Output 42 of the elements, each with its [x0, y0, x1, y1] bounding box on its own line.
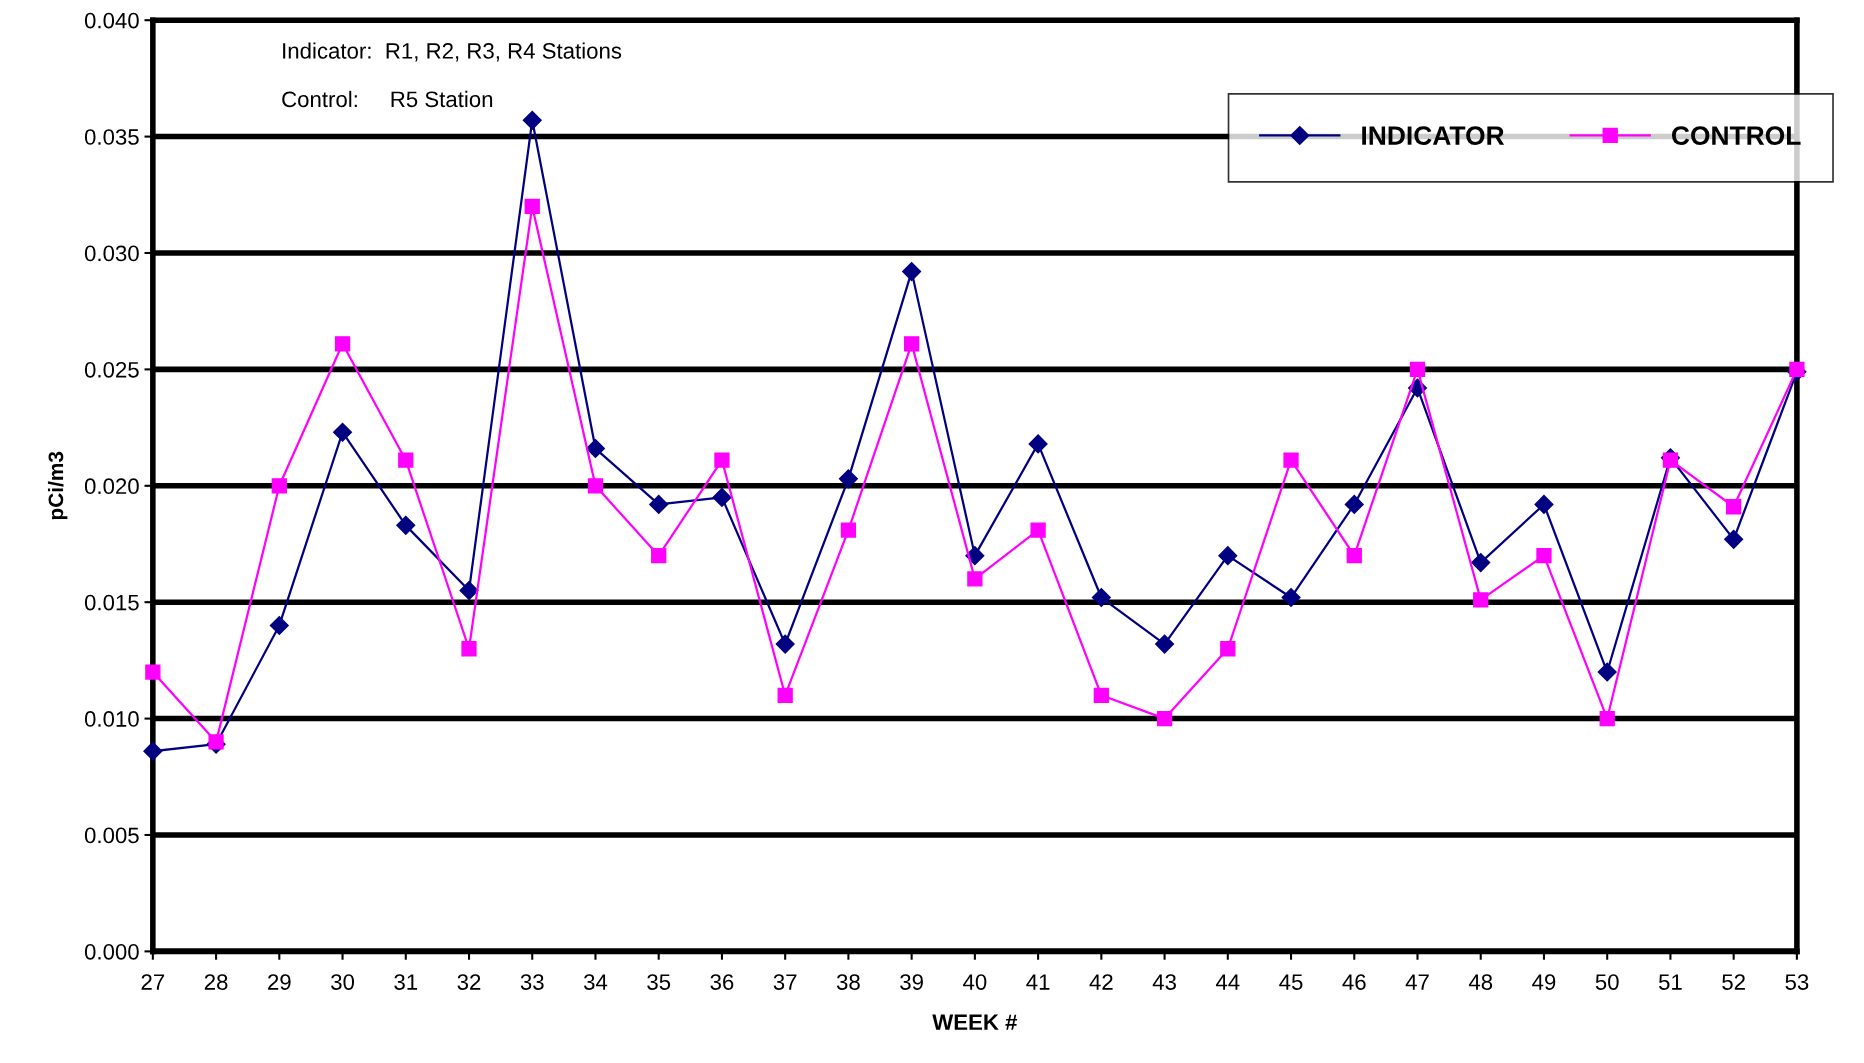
- x-tick-label: 39: [900, 974, 923, 990]
- y-tick-label: 0.025: [84, 361, 139, 378]
- x-tick-label: 44: [1215, 974, 1240, 990]
- x-axis-title: WEEK #: [932, 1014, 1018, 1030]
- y-axis-title: pCi/m3: [47, 451, 68, 520]
- x-tick-label: 46: [1342, 974, 1366, 990]
- annotation: Control: R5 Station: [282, 90, 493, 108]
- x-tick-label: 45: [1279, 974, 1303, 990]
- x-tick-label: 33: [520, 974, 544, 990]
- legend-label: INDICATOR: [1362, 126, 1505, 145]
- x-tick-label: 41: [1026, 974, 1050, 990]
- x-tick-label: 31: [394, 974, 418, 990]
- x-tick-label: 43: [1152, 974, 1176, 990]
- x-tick-label: 53: [1785, 974, 1809, 990]
- y-tick-label: 0.000: [84, 943, 139, 960]
- x-tick-label: 52: [1722, 974, 1745, 990]
- x-tick-label: 42: [1089, 974, 1113, 990]
- x-tick-label: 47: [1405, 974, 1429, 990]
- legend-label: CONTROL: [1671, 126, 1801, 145]
- x-tick-label: 29: [268, 974, 291, 990]
- x-tick-label: 38: [836, 974, 860, 990]
- x-tick-label: 30: [331, 974, 355, 990]
- y-tick-label: 0.010: [84, 711, 139, 727]
- x-tick-label: 49: [1532, 974, 1556, 990]
- x-tick-label: 34: [583, 974, 608, 990]
- y-tick-label: 0.020: [84, 478, 139, 495]
- x-tick-label: 36: [710, 974, 734, 990]
- x-tick-label: 35: [647, 974, 671, 990]
- x-tick-label: 37: [773, 974, 797, 990]
- x-tick-label: 51: [1658, 974, 1682, 990]
- x-tick-label: 27: [141, 974, 165, 990]
- annotation: Indicator: R1, R2, R3, R4 Stations: [283, 42, 622, 62]
- y-tick-label: 0.040: [84, 12, 139, 29]
- x-tick-label: 28: [204, 974, 228, 990]
- x-tick-label: 50: [1595, 974, 1619, 990]
- x-tick-label: 32: [457, 974, 481, 990]
- y-tick-label: 0.035: [84, 129, 139, 145]
- y-tick-label: 0.005: [84, 827, 139, 844]
- x-tick-label: 40: [963, 974, 987, 990]
- y-tick-label: 0.015: [84, 594, 139, 611]
- x-tick-label: 48: [1468, 974, 1493, 990]
- y-tick-label: 0.030: [84, 245, 139, 262]
